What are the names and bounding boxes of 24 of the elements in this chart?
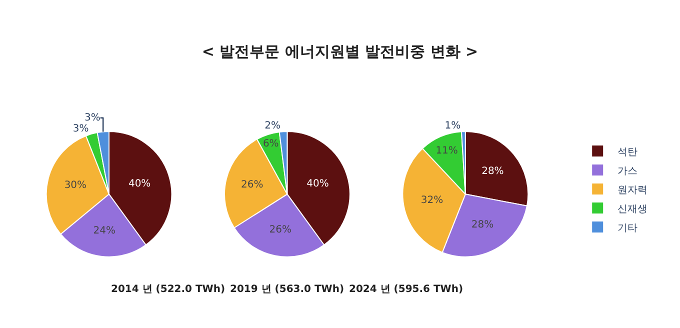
legend-label: 석탄: [618, 146, 638, 158]
data-label: 1%: [444, 120, 461, 132]
slice-label: 2024 년 (595.6 TWh): [349, 284, 464, 295]
data-label: 11%: [436, 146, 458, 157]
legend-label: 기타: [618, 222, 638, 234]
chart-title: < 발전부문 에너지원별 발전비중 변화 >: [202, 42, 478, 60]
legend-label: 원자력: [618, 184, 648, 196]
data-label: 3%: [72, 123, 89, 134]
data-label: 3%: [84, 112, 100, 124]
data-label: 32%: [420, 195, 444, 206]
data-label: 26%: [240, 180, 264, 191]
slice-label: 2014 년 (522.0 TWh): [111, 284, 226, 295]
data-label: 24%: [93, 226, 116, 237]
data-label: 2%: [264, 120, 281, 132]
legend-label: 가스: [618, 166, 638, 177]
data-label: 40%: [128, 178, 151, 190]
slice-label: 2019 년 (563.0 TWh): [230, 284, 344, 295]
data-label: 30%: [64, 180, 87, 192]
legend-label: 신재생: [618, 204, 648, 215]
data-label: 28%: [471, 220, 494, 231]
data-label: 6%: [262, 138, 279, 150]
data-label: 40%: [306, 178, 329, 190]
data-label: 26%: [269, 224, 292, 236]
data-label: 28%: [482, 166, 504, 178]
